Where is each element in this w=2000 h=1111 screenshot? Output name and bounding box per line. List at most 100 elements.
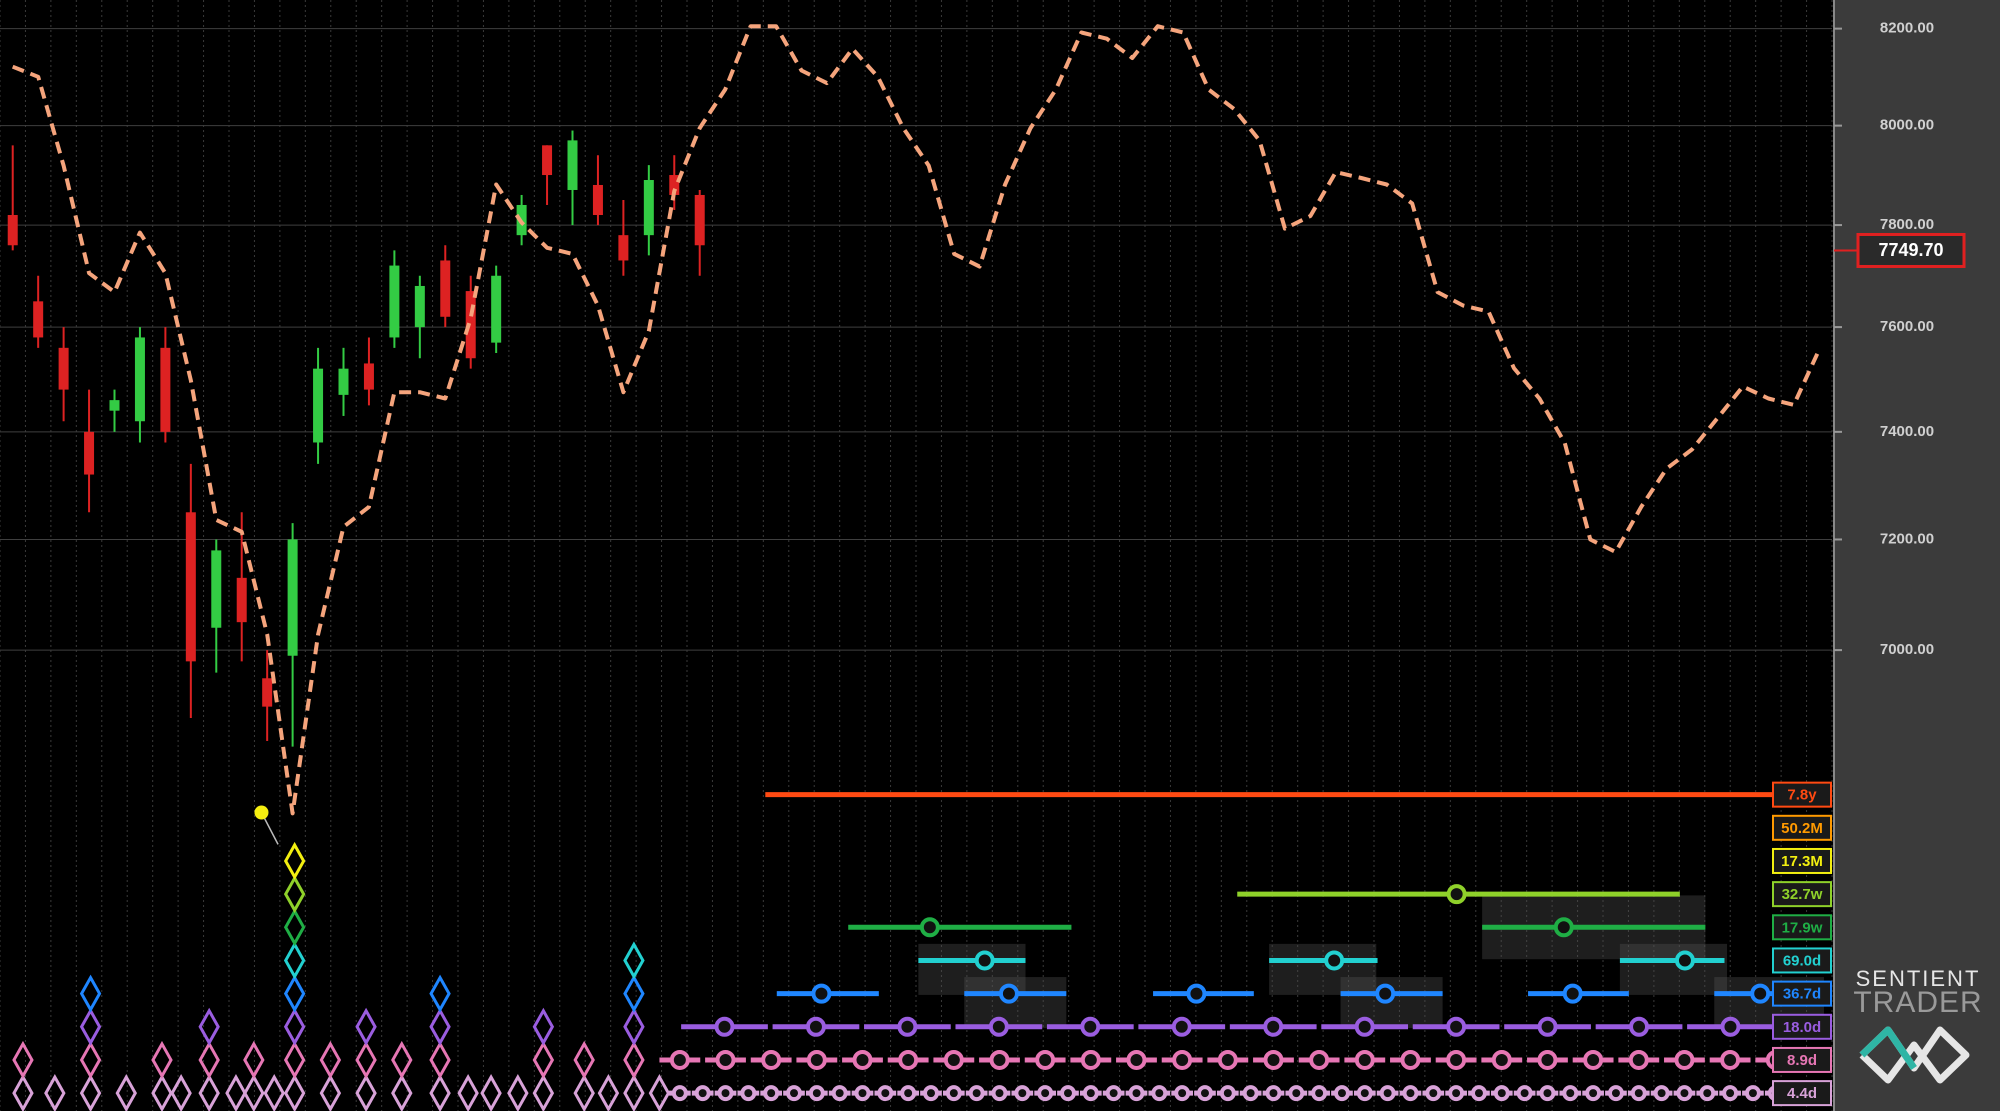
cycle-trough	[831, 1085, 848, 1102]
cycle-trough	[1126, 1049, 1147, 1070]
cycle-diamond	[151, 1040, 173, 1080]
cycle-trough	[1172, 1049, 1193, 1070]
cycle-diamond	[283, 1074, 306, 1111]
cycle-trough	[1537, 1049, 1558, 1070]
candle-body	[33, 301, 44, 338]
cycle-trough	[1720, 1016, 1741, 1037]
cycle-diamond	[198, 1074, 220, 1111]
cycle-trough	[1470, 1085, 1487, 1102]
cycle-diamond	[429, 1007, 451, 1046]
cycle-trough	[1354, 1049, 1375, 1070]
cycle-diamond	[283, 875, 306, 914]
projection-line	[11, 24, 1822, 816]
last-price-box	[1856, 232, 1966, 268]
cycle-trough	[1493, 1085, 1510, 1102]
cycle-trough	[805, 1016, 826, 1037]
annotation-dot	[254, 805, 269, 820]
cycle-diamond	[170, 1074, 192, 1111]
y-tick-label: 7800.00	[1880, 216, 1934, 233]
candle-body	[84, 431, 95, 475]
cycle-diamond	[532, 1007, 555, 1046]
cycle-trough	[763, 1085, 780, 1102]
cycle-diamond	[198, 1007, 220, 1046]
cycle-trough	[1196, 1085, 1213, 1102]
cycle-label: 7.8y	[1787, 787, 1817, 804]
cycle-trough	[1607, 1085, 1624, 1102]
cycle-trough	[808, 1085, 825, 1102]
y-tick-label: 7400.00	[1880, 423, 1934, 440]
cycle-trough	[1356, 1085, 1373, 1102]
cycle-trough	[1446, 1016, 1467, 1037]
cycle-diamond	[597, 1074, 620, 1111]
cycle-diamond	[283, 1040, 306, 1080]
cycle-trough	[786, 1085, 803, 1102]
cycle-trough	[1151, 1085, 1168, 1102]
cycle-label: 4.4d	[1787, 1085, 1817, 1102]
last-price-label: 7749.70	[1878, 240, 1943, 260]
cycle-trough	[1630, 1085, 1647, 1102]
cycle-trough	[1562, 1085, 1579, 1102]
cycle-diamond	[623, 1040, 645, 1080]
cycle-trough	[811, 983, 832, 1004]
y-tick-label: 8000.00	[1880, 117, 1934, 134]
cycle-diamond	[44, 1074, 66, 1111]
brand-line-1: SENTIENT	[1856, 966, 1981, 991]
cycle-trough	[1653, 1085, 1670, 1102]
cycle-trough	[1288, 1085, 1305, 1102]
cycle-label-box	[1772, 847, 1832, 874]
cycle-trough	[1585, 1085, 1602, 1102]
axis-panel	[1833, 0, 2000, 1111]
cycle-trough	[989, 1049, 1010, 1070]
cycle-diamond	[355, 1040, 377, 1080]
cycle-trough	[1014, 1085, 1031, 1102]
cycle-diamond	[623, 1074, 645, 1111]
cycle-trough	[761, 1049, 782, 1070]
cycle-label-box	[1772, 1046, 1832, 1073]
cycle-label: 18.0d	[1783, 1019, 1821, 1036]
candle-body	[389, 265, 400, 338]
candle-body	[643, 180, 654, 236]
cycle-trough	[1186, 983, 1207, 1004]
cycle-trough	[1744, 1085, 1761, 1102]
cycle-trough	[1379, 1085, 1396, 1102]
cycle-trough	[1080, 1016, 1101, 1037]
cycle-trough	[1750, 983, 1771, 1004]
cycle-zone	[964, 977, 1067, 1029]
cycle-trough	[897, 1016, 918, 1037]
cycle-diamond	[429, 1074, 451, 1111]
candle-body	[109, 400, 120, 411]
cycle-label-box	[1772, 980, 1832, 1007]
cycle-diamond	[283, 974, 306, 1013]
cycle-trough	[1035, 1049, 1056, 1070]
cycle-trough	[740, 1085, 757, 1102]
cycle-trough	[1128, 1085, 1145, 1102]
cycle-label: 17.9w	[1782, 919, 1823, 936]
cycle-label: 69.0d	[1783, 952, 1821, 969]
cycle-trough	[1309, 1049, 1330, 1070]
candle-body	[185, 512, 196, 662]
cycle-trough	[1722, 1085, 1739, 1102]
candle-body	[211, 550, 222, 628]
cycle-trough	[968, 1085, 985, 1102]
cycle-diamond	[243, 1074, 265, 1111]
cycle-trough	[1037, 1085, 1054, 1102]
cycle-label-box	[1772, 814, 1832, 841]
cycle-trough	[714, 1016, 735, 1037]
cycle-zone	[1619, 943, 1728, 995]
cycle-diamond	[623, 941, 645, 980]
cycle-diamond	[198, 1040, 220, 1080]
y-tick-label: 7200.00	[1880, 530, 1934, 547]
cycle-trough	[854, 1085, 871, 1102]
cycle-label-box	[1772, 781, 1832, 808]
cycle-label-box	[1772, 1080, 1832, 1107]
cycle-trough	[1491, 1049, 1512, 1070]
candle-body	[287, 539, 298, 656]
cycle-diamond	[79, 1040, 102, 1080]
cycle-trough	[1082, 1085, 1099, 1102]
cycle-trough	[1425, 1085, 1442, 1102]
cycle-trough	[877, 1085, 894, 1102]
cycle-diamond	[225, 1074, 247, 1111]
cycle-diamond	[79, 1074, 102, 1111]
cycle-label-box	[1772, 881, 1832, 908]
cycle-diamond	[283, 1007, 306, 1046]
